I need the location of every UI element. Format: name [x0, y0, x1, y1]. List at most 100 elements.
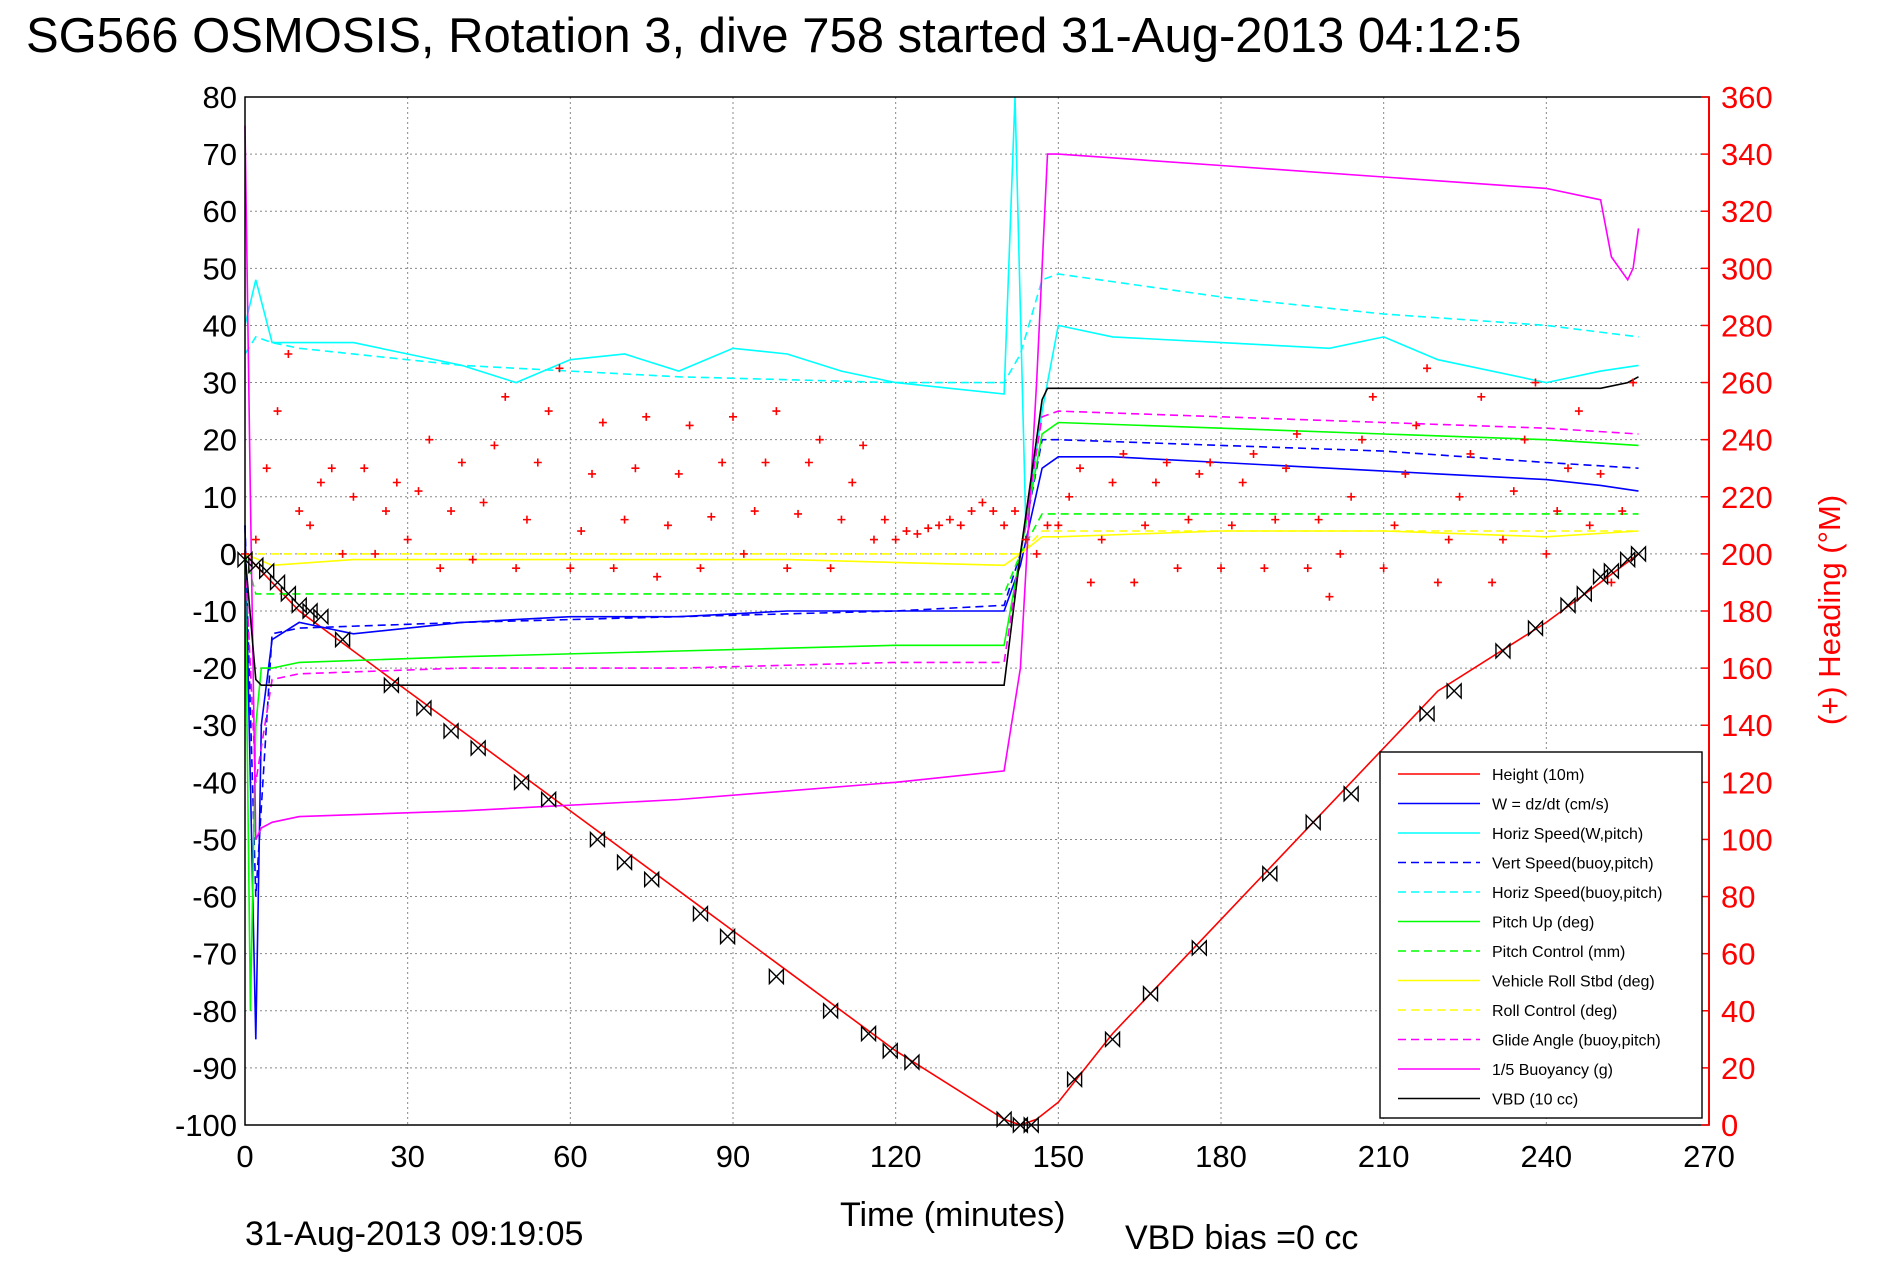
marker-layer	[237, 545, 1647, 1134]
y-tick-label: 60	[203, 194, 237, 229]
legend-label-height: Height (10m)	[1492, 767, 1584, 784]
heading-point	[1076, 464, 1085, 473]
y-tick-label: -50	[192, 822, 237, 857]
heading-point	[1260, 564, 1269, 573]
heading-point	[1553, 507, 1562, 516]
x-tick-label: 60	[553, 1139, 587, 1174]
y-tick-label: 20	[203, 423, 237, 458]
heading-point	[1227, 521, 1236, 530]
heading-point	[588, 469, 597, 478]
heading-point	[349, 492, 358, 501]
data-marker	[768, 967, 785, 986]
heading-point	[425, 435, 434, 444]
data-marker	[616, 853, 633, 871]
heading-point	[1564, 464, 1573, 473]
heading-point	[1141, 521, 1150, 530]
heading-point	[956, 521, 965, 530]
legend-label-buoyancy: 1/5 Buoyancy (g)	[1492, 1062, 1613, 1079]
x-tick-label: 240	[1520, 1139, 1572, 1174]
data-marker	[719, 927, 736, 946]
heading-point	[1097, 535, 1106, 544]
y-tick-label: 70	[203, 137, 237, 172]
data-marker	[822, 1002, 839, 1020]
heading-point	[978, 498, 987, 507]
legend-label-horiz_speed: Horiz Speed(W,pitch)	[1492, 826, 1643, 843]
y-tick-label: 80	[203, 80, 237, 115]
right-tick-label: 80	[1721, 880, 1755, 915]
data-marker	[258, 562, 275, 580]
data-marker	[248, 556, 264, 575]
y-tick-label: -40	[192, 765, 237, 800]
data-marker	[1012, 1116, 1029, 1134]
heading-point	[533, 458, 542, 467]
heading-point	[1520, 435, 1529, 444]
heading-point	[381, 507, 390, 516]
heading-point	[1542, 549, 1551, 558]
right-tick-label: 340	[1721, 137, 1773, 172]
heading-point	[1238, 478, 1247, 487]
series-line-horiz_speed_buoy	[244, 273, 1639, 384]
legend-label-roll: Vehicle Roll Stbd (deg)	[1492, 974, 1655, 991]
right-axis-label: (+) Heading (°M)	[1812, 495, 1847, 725]
heading-point	[880, 515, 889, 524]
y-tick-label: -20	[192, 651, 237, 686]
heading-point	[1585, 521, 1594, 530]
data-marker	[1305, 813, 1321, 832]
series-line-vbd	[244, 376, 1639, 687]
y-tick-label: -10	[192, 594, 237, 629]
heading-point	[1292, 429, 1301, 438]
heading-point	[1054, 521, 1063, 530]
series-line-pitch_control	[244, 513, 1639, 595]
data-marker	[302, 602, 318, 620]
heading-point	[1574, 407, 1583, 416]
legend-label-roll_control: Roll Control (deg)	[1492, 1003, 1617, 1020]
heading-point	[945, 515, 954, 524]
heading-point	[794, 509, 803, 518]
heading-point	[316, 478, 325, 487]
y-tick-label: -90	[192, 1051, 237, 1086]
data-marker	[416, 699, 432, 717]
heading-point	[251, 535, 260, 544]
data-marker	[1592, 568, 1609, 586]
data-marker	[470, 739, 486, 757]
heading-point	[1325, 592, 1334, 601]
heading-point	[1032, 549, 1041, 558]
data-marker	[1023, 1116, 1039, 1134]
heading-point	[848, 478, 857, 487]
right-tick-label: 260	[1721, 366, 1773, 401]
heading-point	[1271, 515, 1280, 524]
y-tick-label: 30	[203, 366, 237, 401]
heading-point	[696, 564, 705, 573]
right-tick-label: 60	[1721, 937, 1755, 972]
heading-point	[1217, 564, 1225, 573]
heading-point	[685, 421, 694, 430]
heading-point	[1303, 564, 1312, 573]
y-tick-label: -60	[192, 880, 237, 915]
data-marker	[1191, 939, 1208, 957]
series-line-vert_speed	[244, 438, 1639, 897]
heading-point	[642, 412, 651, 421]
y-tick-label: -80	[192, 994, 237, 1029]
heading-point	[1336, 549, 1345, 558]
heading-point	[1466, 449, 1475, 458]
heading-point	[750, 507, 759, 516]
right-tick-label: 220	[1721, 480, 1773, 515]
heading-point	[663, 521, 672, 530]
legend-box	[1379, 751, 1703, 1119]
heading-point	[1607, 578, 1616, 587]
data-marker	[996, 1110, 1012, 1128]
heading-point	[837, 515, 846, 524]
y-tick-label: 50	[203, 251, 237, 286]
right-tick-label: 0	[1721, 1108, 1738, 1143]
series-line-roll	[244, 530, 1639, 567]
heading-point	[620, 515, 629, 524]
heading-point	[718, 458, 727, 467]
heading-point	[609, 564, 618, 573]
data-marker	[1343, 785, 1359, 803]
y-tick-label: -100	[175, 1108, 237, 1143]
heading-point	[1043, 521, 1052, 530]
heading-point	[924, 524, 933, 533]
right-tick-label: 360	[1721, 80, 1773, 115]
heading-point	[447, 507, 456, 516]
